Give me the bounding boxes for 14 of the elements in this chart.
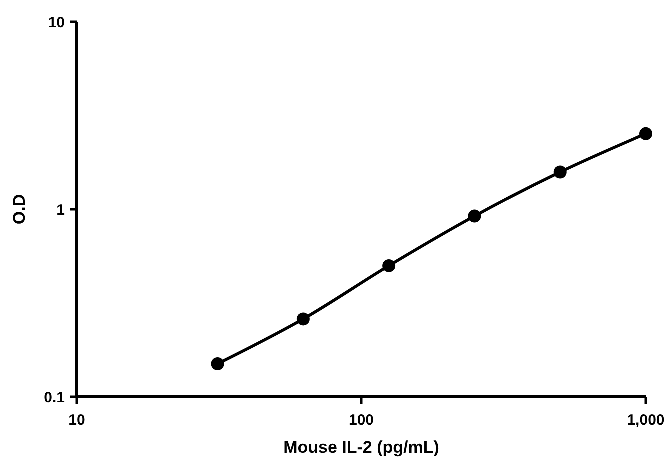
point	[382, 259, 396, 272]
point	[554, 166, 567, 179]
y-tick-label: 10	[48, 14, 65, 32]
point	[640, 127, 652, 140]
point	[468, 210, 482, 223]
y-tick-label: 1	[56, 202, 65, 219]
x-tick-label: 100	[348, 412, 374, 429]
x-tick-label: 1,000	[627, 412, 665, 429]
x-axis-title: Mouse IL-2 (pg/mL)	[284, 438, 440, 457]
y-axis-title: O.D	[10, 194, 29, 225]
y-tick-label: 0.1	[44, 389, 65, 406]
point	[296, 312, 310, 326]
x-tick-label: 10	[68, 412, 86, 429]
point	[211, 357, 224, 370]
